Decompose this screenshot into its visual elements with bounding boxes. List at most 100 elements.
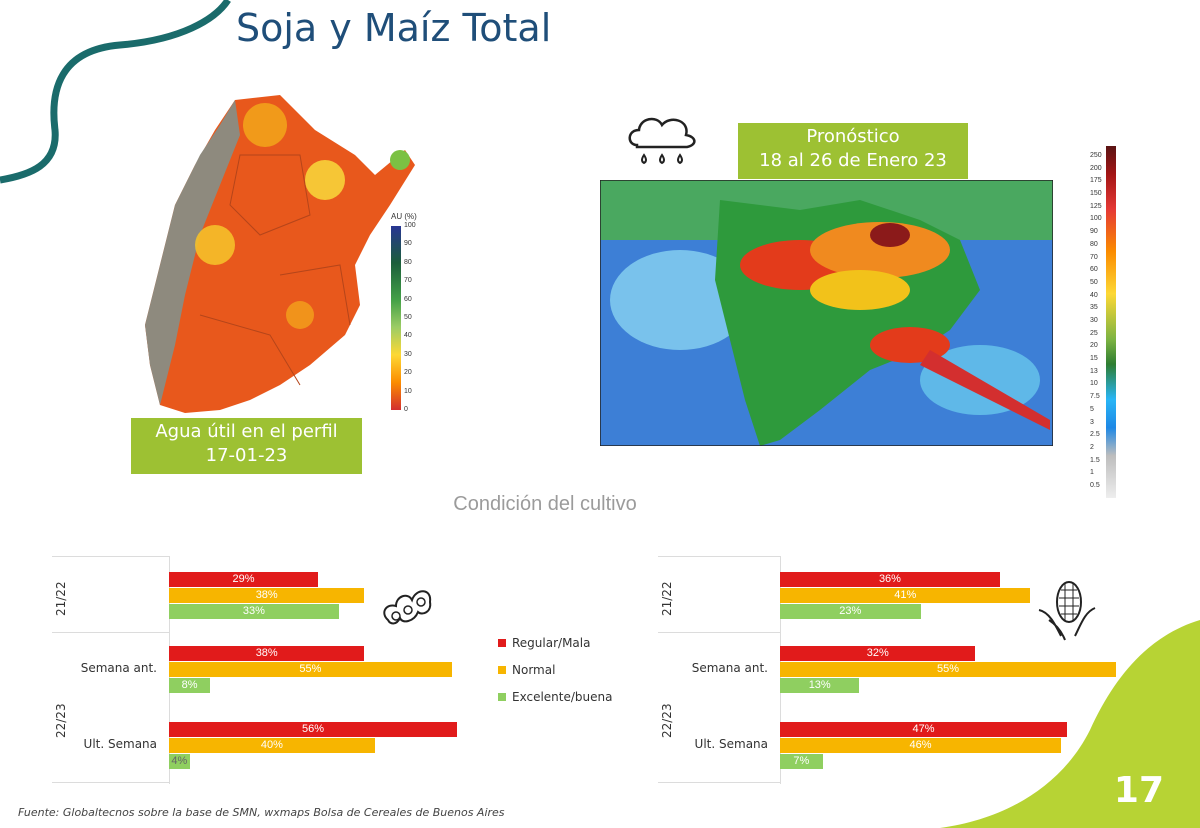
forecast-scale-bar (1106, 146, 1116, 498)
bar-value-label: 7% (793, 755, 810, 767)
forecast-scale-tick: 80 (1090, 240, 1098, 248)
forecast-scale-tick: 35 (1090, 304, 1098, 312)
row-label: Semana ant. (80, 661, 157, 675)
forecast-scale-tick: 90 (1090, 228, 1098, 236)
forecast-scale-tick: 60 (1090, 266, 1098, 274)
soil-scale-tick: 30 (404, 350, 412, 358)
bar-value-label: 38% (255, 589, 278, 601)
soil-scale-tick: 50 (404, 314, 412, 321)
bar (169, 572, 319, 587)
forecast-scale-tick: 30 (1090, 317, 1098, 324)
forecast-caption-line1: Pronóstico (806, 126, 900, 147)
condition-title: Condición del cultivo (453, 493, 637, 515)
soil-scale-title: AU (%) (391, 212, 417, 221)
bar-value-label: 56% (301, 723, 325, 735)
bar (780, 678, 860, 693)
bar-value-label: 40% (260, 739, 283, 751)
forecast-scale-tick: 10 (1090, 380, 1098, 388)
forecast-scale-tick: 0.5 (1090, 482, 1100, 489)
forecast-scale-tick: 2.5 (1090, 431, 1100, 439)
chart-gridline (52, 556, 169, 557)
bar (780, 588, 1031, 603)
corn-icon (1038, 581, 1096, 641)
forecast-scale-tick: 25 (1090, 329, 1098, 337)
bar (780, 722, 1068, 737)
bar-value-label: 13% (808, 679, 831, 691)
slide-title: Soja y Maíz Total (236, 6, 552, 50)
bar (169, 678, 211, 693)
soil-scale-tick: 60 (404, 295, 412, 303)
season-label: 22/23 (660, 703, 674, 738)
legend-label: Excelente/buena (512, 690, 613, 704)
bar (780, 738, 1062, 753)
forecast-scale-tick: 2 (1090, 443, 1094, 451)
soil-water-map (145, 95, 415, 413)
corner-curve-decoration (0, 0, 231, 184)
forecast-scale-tick: 200 (1090, 164, 1102, 172)
bar (169, 662, 452, 677)
source-footer: Fuente: Globaltecnos sobre la base de SM… (18, 806, 505, 819)
bar-value-label: 46% (909, 739, 932, 751)
bar-value-label: 38% (255, 647, 278, 659)
bar (169, 722, 457, 737)
legend-swatch (498, 639, 506, 647)
forecast-caption-box: Pronóstico 18 al 26 de Enero 23 (738, 123, 968, 179)
bar-value-label: 47% (912, 723, 935, 735)
bar (780, 646, 976, 661)
bar (780, 604, 921, 619)
forecast-scale-tick: 250 (1090, 152, 1102, 159)
forecast-scale-tick: 175 (1090, 177, 1102, 185)
chart-gridline (52, 632, 169, 633)
forecast-scale-tick: 50 (1090, 278, 1098, 286)
bar (780, 662, 1116, 677)
forecast-scale-tick: 40 (1090, 291, 1098, 299)
row-label: Ult. Semana (83, 737, 157, 751)
forecast-scale-tick: 1 (1090, 469, 1094, 477)
soil-scale-tick: 90 (404, 240, 412, 248)
rain-cloud-icon (628, 117, 696, 165)
bar-value-label: 33% (242, 605, 265, 617)
bar (169, 588, 365, 603)
bar (780, 572, 1000, 587)
legend-swatch (498, 693, 506, 701)
forecast-scale-tick: 7.5 (1090, 393, 1100, 401)
bar-value-label: 32% (866, 647, 889, 659)
bar (169, 646, 365, 661)
forecast-scale-tick: 3 (1090, 418, 1094, 426)
soil-scale-tick: 80 (404, 258, 412, 266)
corn-condition-chart: 21/22 22/23 36% 41% 23% Semana ant. 32% 55% 13% U… (658, 556, 1128, 786)
bar-value-label: 4% (171, 755, 188, 767)
season-label: 21/22 (54, 581, 68, 616)
season-label: 21/22 (660, 581, 674, 616)
soil-scale-tick: 70 (404, 277, 412, 285)
forecast-caption-line2: 18 al 26 de Enero 23 (759, 150, 947, 171)
bar-value-label: 8% (181, 679, 198, 691)
legend-swatch (498, 666, 506, 674)
soil-scale-tick: 0 (404, 406, 408, 413)
chart-gridline (658, 782, 780, 783)
soil-scale-tick: 40 (404, 332, 412, 340)
soil-caption-box: Agua útil en el perfil 17-01-23 (131, 418, 362, 474)
soil-scale-tick: 100 (404, 222, 416, 229)
legend-label: Regular/Mala (512, 636, 591, 650)
legend-label: Normal (512, 663, 556, 677)
bar (780, 754, 823, 769)
chart-gridline (658, 556, 780, 557)
bar-value-label: 29% (232, 573, 255, 585)
forecast-scale-tick: 20 (1090, 342, 1098, 350)
legend-item: Excelente/buena (498, 690, 612, 704)
soil-caption-line2: 17-01-23 (205, 445, 288, 466)
bar-value-label: 55% (299, 663, 322, 675)
forecast-scale-tick: 15 (1090, 355, 1098, 363)
bar (169, 754, 190, 769)
season-label: 22/23 (54, 703, 68, 738)
soil-scale-tick: 10 (404, 387, 412, 395)
bar (169, 604, 339, 619)
page-number: 17 (1113, 770, 1164, 811)
row-label: Semana ant. (691, 661, 768, 675)
bar-value-label: 23% (839, 605, 862, 617)
forecast-scale-tick: 100 (1090, 215, 1102, 223)
bar (169, 738, 375, 753)
soy-condition-chart: 21/22 22/23 29% 38% 33% Semana ant. 38% 55% 8% Ul… (52, 556, 572, 786)
lime-corner-decoration (940, 620, 1200, 828)
